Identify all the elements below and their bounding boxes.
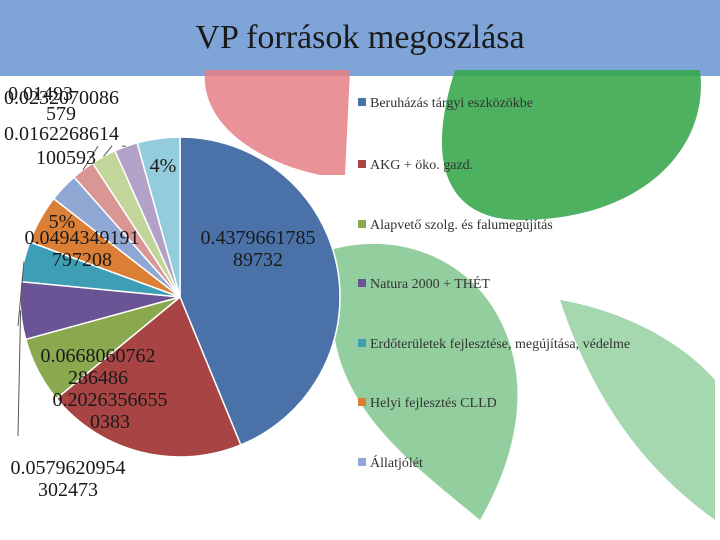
legend-swatch <box>358 279 366 287</box>
legend-item: AKG + öko. gazd. <box>358 158 473 174</box>
legend-item: Helyi fejlesztés CLLD <box>358 396 497 412</box>
overlap-label: 100593 <box>36 147 96 169</box>
legend-item: Beruházás tárgyi eszközökbe <box>358 96 533 112</box>
legend-swatch <box>358 398 366 406</box>
green-leaf-right-shape <box>560 300 715 520</box>
red-leaf-shape <box>204 70 350 175</box>
legend-label: Natura 2000 + THÉT <box>370 277 490 292</box>
green-leaf-bottom-shape <box>330 243 518 520</box>
pie-slice <box>136 136 181 298</box>
legend-label: Erdőterületek fejlesztése, megújítása, v… <box>370 337 631 352</box>
pie-slice <box>55 295 242 458</box>
data-label: 5% <box>49 211 76 233</box>
legend-label: Alapvető szolg. és falumegújítás <box>370 218 553 233</box>
overlap-label: 0.0162268614 <box>4 123 119 145</box>
data-label: 0.0668060762 286486 <box>41 345 156 389</box>
leader-line <box>17 261 25 327</box>
legend-swatch <box>358 160 366 168</box>
leader-line <box>82 145 99 170</box>
legend-swatch <box>358 458 366 466</box>
legend-item: Natura 2000 + THÉT <box>358 277 490 293</box>
data-label: 0.0579620954 302473 <box>11 457 126 501</box>
legend-swatch <box>358 98 366 106</box>
legend-item: Állatjólét <box>358 456 423 472</box>
legend-swatch <box>358 339 366 347</box>
legend-label: Helyi fejlesztés CLLD <box>370 396 497 411</box>
legend-swatch <box>358 220 366 228</box>
legend-label: AKG + öko. gazd. <box>370 158 474 173</box>
legend-label: Beruházás tárgyi eszközökbe <box>370 96 534 111</box>
green-leaf-top-shape <box>441 70 701 220</box>
legend-label: Állatjólét <box>370 456 423 471</box>
legend-item: Alapvető szolg. és falumegújítás <box>358 218 553 234</box>
title-bar <box>0 0 720 76</box>
overlap-label: 0.0232070086 <box>4 87 119 109</box>
overlap-label: 579 <box>46 103 76 125</box>
leader-line <box>103 145 113 157</box>
data-label: 0.0494349191 797208 <box>25 227 140 271</box>
slide-title: VP források megoszlása <box>195 19 525 56</box>
leader-line <box>17 310 22 437</box>
pie-chart: 0.4379661785 89732 0.2026356655 03830.06680… <box>4 83 341 501</box>
data-label: 0.4379661785 89732 <box>201 227 316 271</box>
overlap-label: 0.01493 <box>8 83 73 105</box>
data-label: 0.2026356655 0383 <box>53 389 168 433</box>
legend-item: Erdőterületek fejlesztése, megújítása, v… <box>358 337 630 353</box>
pie-slice <box>179 136 341 446</box>
data-label: 4% <box>150 155 177 177</box>
